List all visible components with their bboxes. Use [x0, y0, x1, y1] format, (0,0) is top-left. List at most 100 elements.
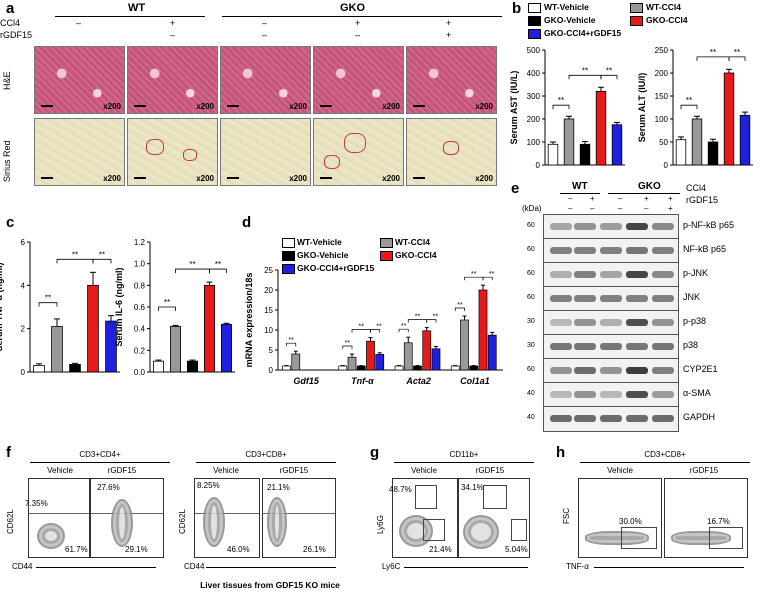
significance-mark: ** [582, 66, 588, 75]
legend-gko-ccl4-rgdf15: GKO-CCl4+rGDF15 [544, 28, 622, 38]
blot-row: 60 NF-kB p65 [527, 238, 758, 264]
panel-c-letter: c [6, 214, 15, 231]
blot-band [550, 319, 572, 326]
blot-band [626, 319, 648, 326]
blot-row: 60 p-JNK [527, 262, 758, 288]
bar [450, 365, 460, 371]
blot-label: p-NF-kB p65 [683, 220, 735, 230]
rgdf15-label: rGDF15 [107, 466, 137, 475]
gko-label: GKO [340, 2, 366, 14]
chart-il6: 0.0 0.2 0.4 0.6 0.8 1.0 1.2 Serum IL-6 (ng/ml) *… [114, 238, 235, 377]
title-rule [196, 462, 336, 463]
significance-mark: ** [734, 48, 740, 57]
chart-tnf: 0 2 4 6 Serum TNF-α (ng/ml) ** ** ** [0, 238, 120, 377]
cell-population [267, 497, 287, 547]
significance-mark: ** [686, 96, 692, 105]
bar [87, 284, 99, 373]
panel-f-letter: f [6, 444, 11, 461]
blot-band [550, 295, 572, 302]
legend-swatch-wt-vehicle [282, 238, 295, 248]
blot-row: 30 p-p38 [527, 310, 758, 336]
trt-1-ccl4: – [76, 18, 82, 28]
wt-label: WT [572, 181, 588, 192]
significance-bracket [370, 329, 381, 333]
quadrant-value: 29.1% [125, 545, 148, 554]
scale-bar [227, 105, 239, 107]
legend-gko-vehicle: GKO-Vehicle [544, 15, 596, 25]
blot-band [600, 343, 622, 350]
kda-marker: 40 [527, 390, 535, 397]
scale-bar [413, 105, 425, 107]
bar [69, 364, 81, 373]
quadrant-line [263, 513, 335, 514]
flow-title: CD3+CD8+ [245, 450, 287, 459]
blot-band [626, 271, 648, 278]
blot-band [626, 415, 648, 422]
panel-a-letter: a [6, 0, 15, 17]
blot-band [626, 247, 648, 254]
bar [431, 348, 441, 371]
blot-row: 30 p38 [527, 334, 758, 360]
significance-bracket [482, 276, 493, 281]
significance-mark: ** [99, 250, 105, 259]
collagen-stain [324, 155, 340, 169]
significance-mark: ** [471, 271, 477, 278]
bar [422, 330, 432, 371]
blot-band [550, 391, 572, 398]
x-axis-label: TNF-α [566, 562, 589, 571]
sr-image-4: x200 [313, 118, 404, 186]
chart-d: 0 5 10 15 20 25 mRNA expression/18s Gdf15 ** Tnf-… [244, 266, 503, 386]
significance-mark: ** [710, 48, 716, 57]
quadrant-line [195, 513, 259, 514]
blot-image [543, 382, 679, 408]
bar [487, 334, 497, 371]
legend-gko-ccl4-rgdf15: GKO-CCl4+rGDF15 [297, 263, 375, 273]
sr-image-5: x200 [406, 118, 497, 186]
flow-plot-vehicle: 30.0% [578, 478, 662, 558]
kda-marker: 60 [527, 366, 535, 373]
significance-bracket [568, 74, 602, 80]
cell-population [399, 515, 433, 547]
blot-row: 40 GAPDH [527, 406, 758, 432]
y-tick-label: 0.2 [134, 346, 146, 355]
bar [203, 284, 215, 373]
bar [723, 72, 735, 166]
blot-band [574, 319, 596, 326]
trt-5-rgdf15: + [446, 30, 452, 40]
bar [33, 365, 45, 373]
blot-row: 40 α-SMA [527, 382, 758, 408]
y-tick-label: 150 [655, 92, 669, 101]
blot-band [600, 223, 622, 230]
legend-swatch-gko-ccl4 [380, 251, 393, 261]
significance-bracket [286, 342, 297, 347]
panel-b-legend: WT-Vehicle WT-CCl4 GKO-Vehicle GKO-CCl4 … [528, 2, 758, 43]
blot-band [652, 319, 674, 326]
title-rule [394, 462, 534, 463]
legend-swatch-wt-ccl4 [630, 3, 643, 13]
y-axis-label: Ly6G [376, 515, 385, 534]
he-image-2: x200 [127, 46, 218, 114]
y-tick-label: 200 [655, 69, 669, 78]
blot-band [652, 415, 674, 422]
x-axis-arrow [206, 567, 336, 568]
scale-bar [320, 177, 332, 179]
x-tick-label: Gdf15 [293, 376, 320, 386]
flow-g-cd11b: CD11b+ Vehicle rGDF15 48.7% 21.4% 34.1% … [372, 450, 552, 580]
bar [105, 320, 117, 373]
lane-4-ccl4: + [644, 194, 649, 203]
blot-band [600, 391, 622, 398]
bar [563, 118, 575, 166]
magnification-label: x200 [382, 174, 400, 183]
rgdf15-label: rGDF15 [475, 466, 505, 475]
y-axis-label: Serum IL-6 (ng/ml) [114, 267, 124, 346]
x-tick-label: Tnf-α [351, 376, 374, 386]
western-blot-stack: 60 p-NF-kB p65 60 NF-kB p65 60 p-JNK 60 JNK 30 p-… [527, 214, 758, 432]
blot-band [626, 295, 648, 302]
blot-band [574, 367, 596, 374]
blot-band [574, 391, 596, 398]
rgdf15-label: rGDF15 [686, 195, 719, 205]
flow-f-cd4: CD3+CD4+ Vehicle rGDF15 7.35% 61.7% 27.6… [0, 450, 180, 580]
gate-box [415, 485, 437, 509]
blot-band [550, 271, 572, 278]
